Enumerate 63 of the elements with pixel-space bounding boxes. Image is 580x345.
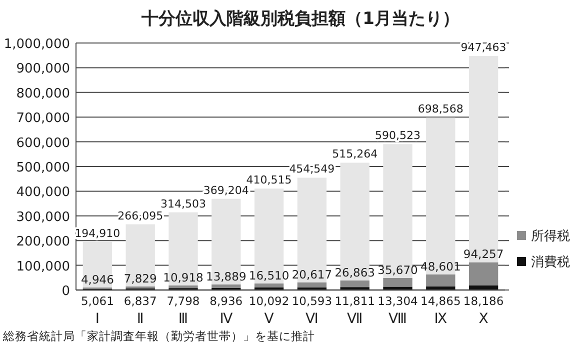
bar	[468, 262, 498, 286]
data-label: 5,061	[80, 294, 114, 308]
bar	[340, 280, 370, 288]
data-label: 7,798	[166, 294, 200, 308]
bar	[82, 242, 112, 288]
y-tick-label: 200,000	[16, 234, 70, 250]
data-label: 11,811	[334, 294, 375, 308]
y-tick-label: 600,000	[16, 136, 70, 151]
x-tick-label: Ⅵ	[305, 311, 318, 327]
total-label: 590,523	[375, 129, 420, 142]
legend-label: 所得税	[531, 229, 570, 244]
y-tick-label: 0	[62, 284, 70, 299]
bar	[168, 285, 198, 288]
total-label: 314,503	[160, 197, 206, 210]
data-label: 26,863	[334, 265, 375, 280]
data-label: 10,092	[248, 294, 290, 308]
x-tick-label: Ⅹ	[478, 311, 489, 327]
total-label: 947,463	[460, 40, 506, 54]
y-tick-label: 1,000,000	[4, 37, 70, 52]
total-label: 515,264	[332, 148, 378, 161]
chart-title: 十分位収入階級別税負担額（1月当たり）	[140, 9, 460, 29]
x-tick-label: Ⅰ	[95, 311, 100, 327]
x-tick-label: Ⅸ	[434, 311, 448, 327]
data-label: 10,593	[292, 294, 332, 308]
data-label: 16,510	[248, 268, 290, 282]
x-tick-label: Ⅶ	[347, 311, 363, 327]
data-label: 20,617	[292, 267, 332, 282]
bar	[383, 286, 412, 290]
y-tick-label: 700,000	[16, 111, 70, 126]
y-tick-label: 400,000	[16, 185, 70, 200]
x-tick-label: Ⅷ	[388, 311, 407, 327]
data-label: 10,918	[163, 270, 204, 284]
y-tick-label: 500,000	[16, 160, 70, 176]
bar	[297, 282, 327, 288]
data-label: 7,829	[124, 271, 157, 286]
total-label: 454,549	[289, 162, 335, 176]
data-label: 48,601	[420, 259, 461, 274]
data-label: 18,186	[463, 294, 504, 308]
data-label: 13,889	[206, 269, 246, 284]
data-label: 4,946	[80, 272, 114, 287]
data-label: 94,257	[463, 247, 504, 262]
text: 総務省統計局「家計調査年報（勤労者世帯）」を基に推計	[2, 329, 315, 343]
bar	[426, 274, 456, 286]
bar	[383, 278, 412, 287]
legend-label: 消費税	[531, 255, 570, 270]
x-tick-label: Ⅴ	[264, 311, 274, 327]
y-tick-label: 900,000	[16, 62, 70, 77]
total-label: 410,515	[246, 174, 292, 187]
data-label: 35,670	[378, 262, 418, 277]
x-tick-label: Ⅱ	[136, 311, 144, 327]
bar	[126, 224, 155, 286]
x-tick-label: Ⅳ	[220, 311, 233, 327]
data-label: 14,865	[420, 294, 461, 308]
y-tick-label: 800,000	[16, 86, 70, 102]
data-label: 8,936	[210, 294, 243, 308]
bar	[254, 283, 284, 288]
total-label: 698,568	[418, 102, 464, 116]
data-label: 6,837	[124, 294, 157, 308]
x-tick-label: Ⅲ	[178, 311, 188, 327]
y-tick-label: 100,000	[16, 259, 70, 274]
bar	[212, 284, 241, 288]
data-label: 13,304	[378, 294, 418, 308]
y-tick-label: 300,000	[16, 210, 70, 225]
